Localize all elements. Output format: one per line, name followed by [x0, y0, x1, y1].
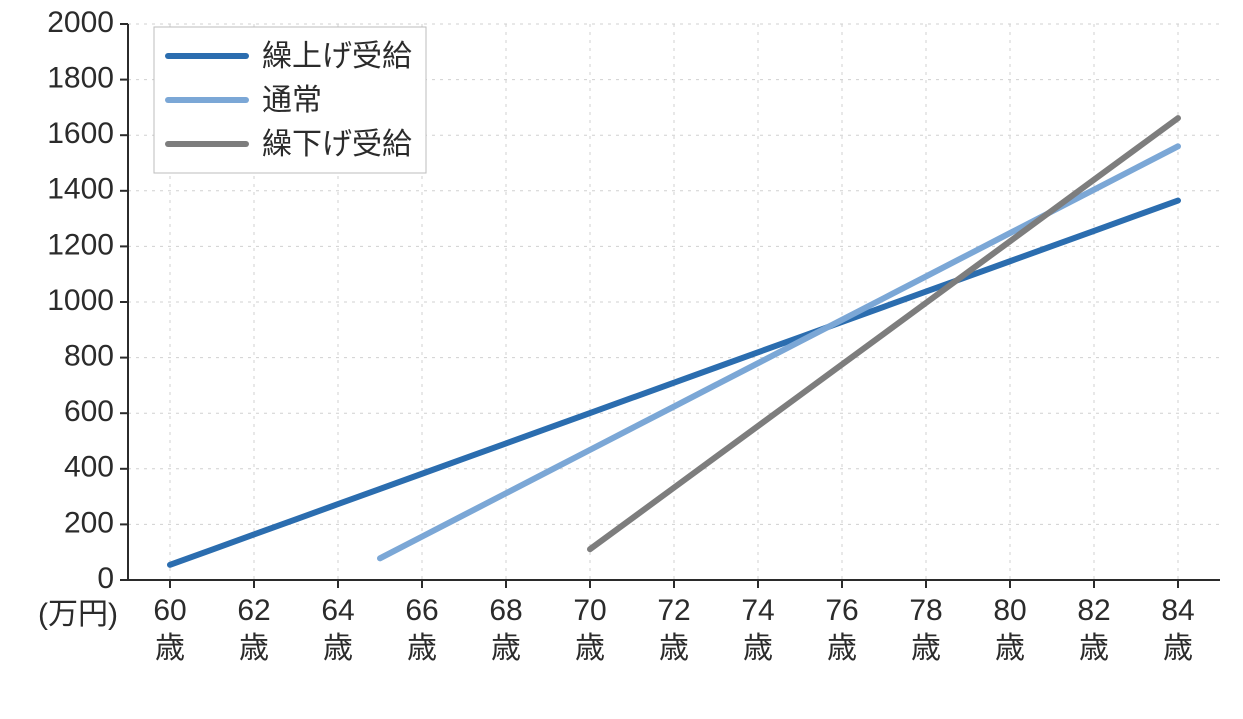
- x-tick-label-num: 74: [741, 594, 774, 627]
- y-tick-label: 1800: [47, 62, 114, 95]
- x-tick-label-suffix: 歳: [155, 632, 185, 665]
- x-tick-label-num: 60: [153, 594, 186, 627]
- legend: 繰上げ受給通常繰下げ受給: [154, 27, 426, 173]
- pension-cumulative-chart: 0 200 400 600 800 1000 1200 1400 1600 1800 2000 (万円…: [0, 0, 1243, 719]
- x-tick-label-num: 62: [237, 594, 270, 627]
- y-tick-label: 2000: [47, 6, 114, 39]
- x-tick-label-suffix: 歳: [995, 632, 1025, 665]
- x-tick-label-num: 70: [573, 594, 606, 627]
- y-tick-label: 1400: [47, 173, 114, 206]
- x-tick-label-suffix: 歳: [743, 632, 773, 665]
- y-tick-label: 600: [64, 395, 114, 428]
- x-tick-label-suffix: 歳: [575, 632, 605, 665]
- legend-label: 通常: [262, 84, 322, 117]
- x-tick-label-num: 64: [321, 594, 354, 627]
- x-tick-label-num: 68: [489, 594, 522, 627]
- x-tick-label-suffix: 歳: [659, 632, 689, 665]
- y-tick-label: 0: [97, 562, 114, 595]
- x-tick-label-suffix: 歳: [491, 632, 521, 665]
- x-tick-label-suffix: 歳: [1079, 632, 1109, 665]
- y-unit-label: (万円): [38, 598, 118, 631]
- y-tick-label: 1200: [47, 228, 114, 261]
- y-tick-label: 400: [64, 451, 114, 484]
- x-tick-label-num: 84: [1161, 594, 1194, 627]
- x-tick-label-num: 66: [405, 594, 438, 627]
- x-tick-label-num: 82: [1077, 594, 1110, 627]
- x-tick-label-suffix: 歳: [911, 632, 941, 665]
- x-tick-label-suffix: 歳: [1163, 632, 1193, 665]
- x-tick-label-num: 80: [993, 594, 1026, 627]
- x-tick-label-num: 78: [909, 594, 942, 627]
- x-tick-label-num: 76: [825, 594, 858, 627]
- x-tick-label-suffix: 歳: [239, 632, 269, 665]
- legend-label: 繰上げ受給: [262, 40, 412, 73]
- x-tick-label-num: 72: [657, 594, 690, 627]
- y-tick-label: 1000: [47, 284, 114, 317]
- x-tick-label-suffix: 歳: [407, 632, 437, 665]
- y-tick-label: 800: [64, 340, 114, 373]
- x-tick-label-suffix: 歳: [323, 632, 353, 665]
- legend-label: 繰下げ受給: [262, 128, 412, 161]
- chart-svg: 0 200 400 600 800 1000 1200 1400 1600 1800 2000 (万円…: [0, 0, 1243, 719]
- x-tick-label-suffix: 歳: [827, 632, 857, 665]
- y-tick-label: 1600: [47, 117, 114, 150]
- y-tick-label: 200: [64, 506, 114, 539]
